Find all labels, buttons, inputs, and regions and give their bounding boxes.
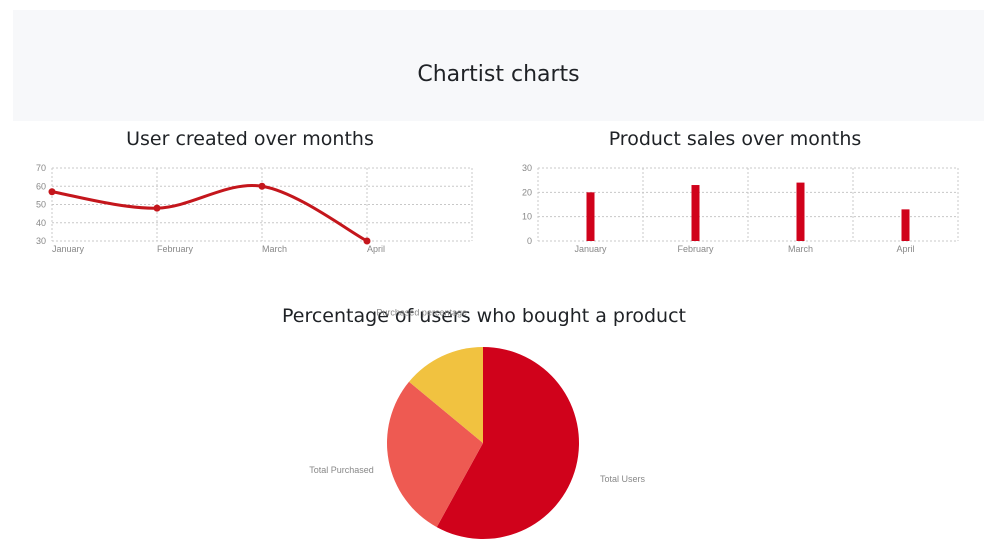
bar-chart-bar bbox=[586, 192, 595, 241]
bar-chart-bar bbox=[901, 209, 910, 241]
bar-chart-ytick-label: 20 bbox=[522, 187, 532, 197]
bar-chart-xtick-label: January bbox=[574, 244, 607, 254]
pie-slice bbox=[387, 381, 483, 528]
line-chart-xtick-label: March bbox=[262, 244, 287, 254]
line-chart-ytick-label: 70 bbox=[36, 163, 46, 173]
page-title: Chartist charts bbox=[417, 62, 580, 87]
line-chart-ytick-label: 60 bbox=[36, 181, 46, 191]
line-chart-xtick-label: January bbox=[52, 244, 85, 254]
page-header-banner: Chartist charts bbox=[13, 10, 984, 121]
bar-chart-xtick-label: March bbox=[788, 244, 813, 254]
line-chart-point bbox=[48, 188, 56, 196]
bar-chart-ytick-label: 0 bbox=[527, 236, 532, 246]
line-chart-point bbox=[153, 204, 161, 212]
bar-chart-bar bbox=[796, 182, 805, 241]
line-chart-ytick-label: 50 bbox=[36, 200, 46, 210]
line-chart-ytick-label: 40 bbox=[36, 218, 46, 228]
pie-slice-label: Total Users bbox=[600, 474, 646, 484]
bar-chart-xtick-label: April bbox=[896, 244, 914, 254]
pie-slice bbox=[409, 347, 483, 443]
bar-chart-ytick-label: 30 bbox=[522, 163, 532, 173]
line-chart-point bbox=[258, 182, 266, 190]
pie-chart-title: Percentage of users who bought a product bbox=[282, 305, 686, 327]
pie-slice-label: Purchased percentage bbox=[376, 308, 467, 318]
line-chart-ytick-label: 30 bbox=[36, 236, 46, 246]
line-chart-title: User created over months bbox=[126, 128, 374, 150]
bar-chart-ytick-label: 10 bbox=[522, 212, 532, 222]
bar-chart-xtick-label: February bbox=[677, 244, 714, 254]
line-chart-xtick-label: February bbox=[157, 244, 194, 254]
bar-chart-bar bbox=[691, 185, 700, 241]
line-chart-point bbox=[363, 237, 371, 245]
pie-slice-label: Total Purchased bbox=[309, 465, 374, 475]
line-chart-series-line bbox=[51, 184, 368, 243]
line-chart-xtick-label: April bbox=[367, 244, 385, 254]
pie-slice bbox=[436, 347, 580, 539]
bar-chart-title: Product sales over months bbox=[608, 128, 862, 150]
